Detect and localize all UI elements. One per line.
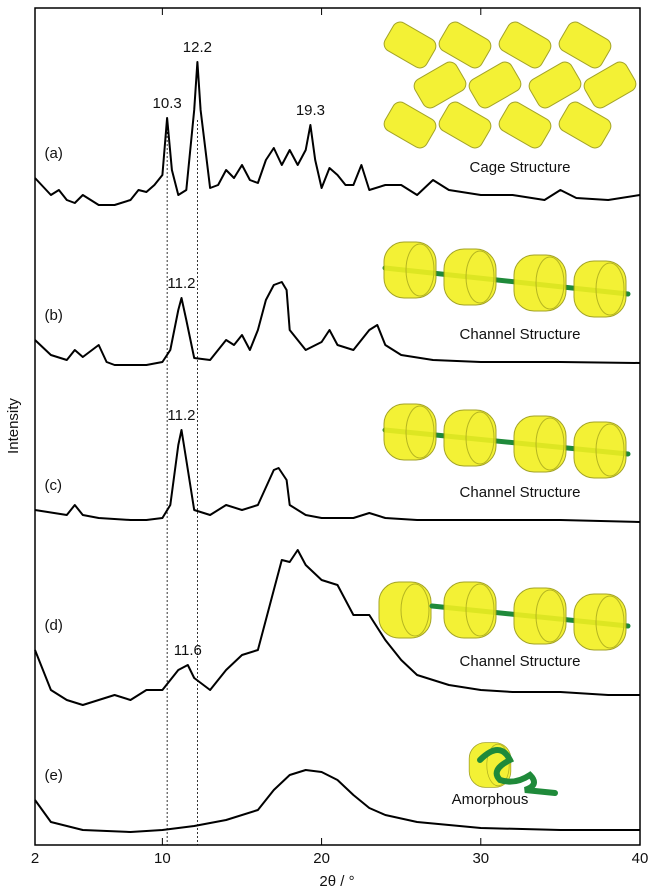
structure-label: Channel Structure xyxy=(460,326,581,343)
x-tick-label: 10 xyxy=(154,850,171,867)
peak-label: 11.6 xyxy=(174,642,202,659)
amorphous-illustration xyxy=(469,743,555,793)
series-label: (a) xyxy=(45,145,63,162)
series-label: (e) xyxy=(45,767,63,784)
x-tick-label: 30 xyxy=(472,850,489,867)
structure-label: Cage Structure xyxy=(470,159,571,176)
x-tick-label: 2 xyxy=(31,850,39,867)
series-label: (d) xyxy=(45,617,63,634)
peak-label: 10.3 xyxy=(153,95,182,112)
peak-label: 11.2 xyxy=(167,407,195,424)
x-axis-label: 2θ / ° xyxy=(319,873,354,890)
cage-illustration xyxy=(381,19,639,151)
peak-label: 19.3 xyxy=(296,102,325,119)
peak-label: 12.2 xyxy=(183,39,212,56)
series-label: (b) xyxy=(45,307,63,324)
x-tick-label: 40 xyxy=(632,850,649,867)
chart: Intensity 2θ / ° 2 10 20 30 40 (a) 10.3 12.2 19.… xyxy=(0,0,650,890)
channel-illustration xyxy=(384,404,628,478)
series-label: (c) xyxy=(45,477,63,494)
y-axis-label: Intensity xyxy=(5,398,22,454)
structure-label: Channel Structure xyxy=(460,653,581,670)
peak-label: 11.2 xyxy=(167,275,195,292)
channel-illustration xyxy=(384,242,628,317)
series-line xyxy=(35,770,640,832)
structure-label: Channel Structure xyxy=(460,484,581,501)
channel-illustration xyxy=(379,582,628,650)
structure-label: Amorphous xyxy=(452,791,529,808)
x-tick-label: 20 xyxy=(313,850,330,867)
